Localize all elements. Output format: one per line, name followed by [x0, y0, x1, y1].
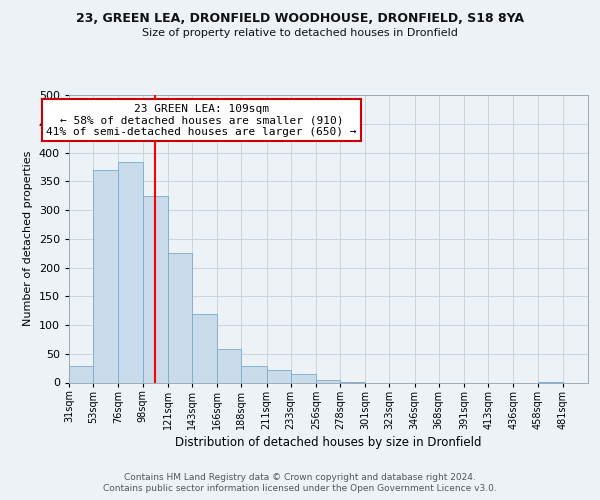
Bar [168, 253, 192, 382]
Bar [143, 196, 168, 382]
Bar [290, 374, 316, 382]
Text: Contains HM Land Registry data © Crown copyright and database right 2024.: Contains HM Land Registry data © Crown c… [124, 472, 476, 482]
Text: Contains public sector information licensed under the Open Government Licence v3: Contains public sector information licen… [103, 484, 497, 493]
Bar [192, 314, 217, 382]
Bar [316, 380, 340, 382]
X-axis label: Distribution of detached houses by size in Dronfield: Distribution of detached houses by size … [175, 436, 482, 449]
Bar [217, 349, 241, 382]
Text: Size of property relative to detached houses in Dronfield: Size of property relative to detached ho… [142, 28, 458, 38]
Bar [266, 370, 290, 382]
Bar [69, 366, 93, 382]
Bar [241, 366, 266, 382]
Text: 23, GREEN LEA, DRONFIELD WOODHOUSE, DRONFIELD, S18 8YA: 23, GREEN LEA, DRONFIELD WOODHOUSE, DRON… [76, 12, 524, 26]
Bar [118, 162, 143, 382]
Text: 23 GREEN LEA: 109sqm
← 58% of detached houses are smaller (910)
41% of semi-deta: 23 GREEN LEA: 109sqm ← 58% of detached h… [46, 104, 356, 137]
Y-axis label: Number of detached properties: Number of detached properties [23, 151, 33, 326]
Bar [93, 170, 118, 382]
